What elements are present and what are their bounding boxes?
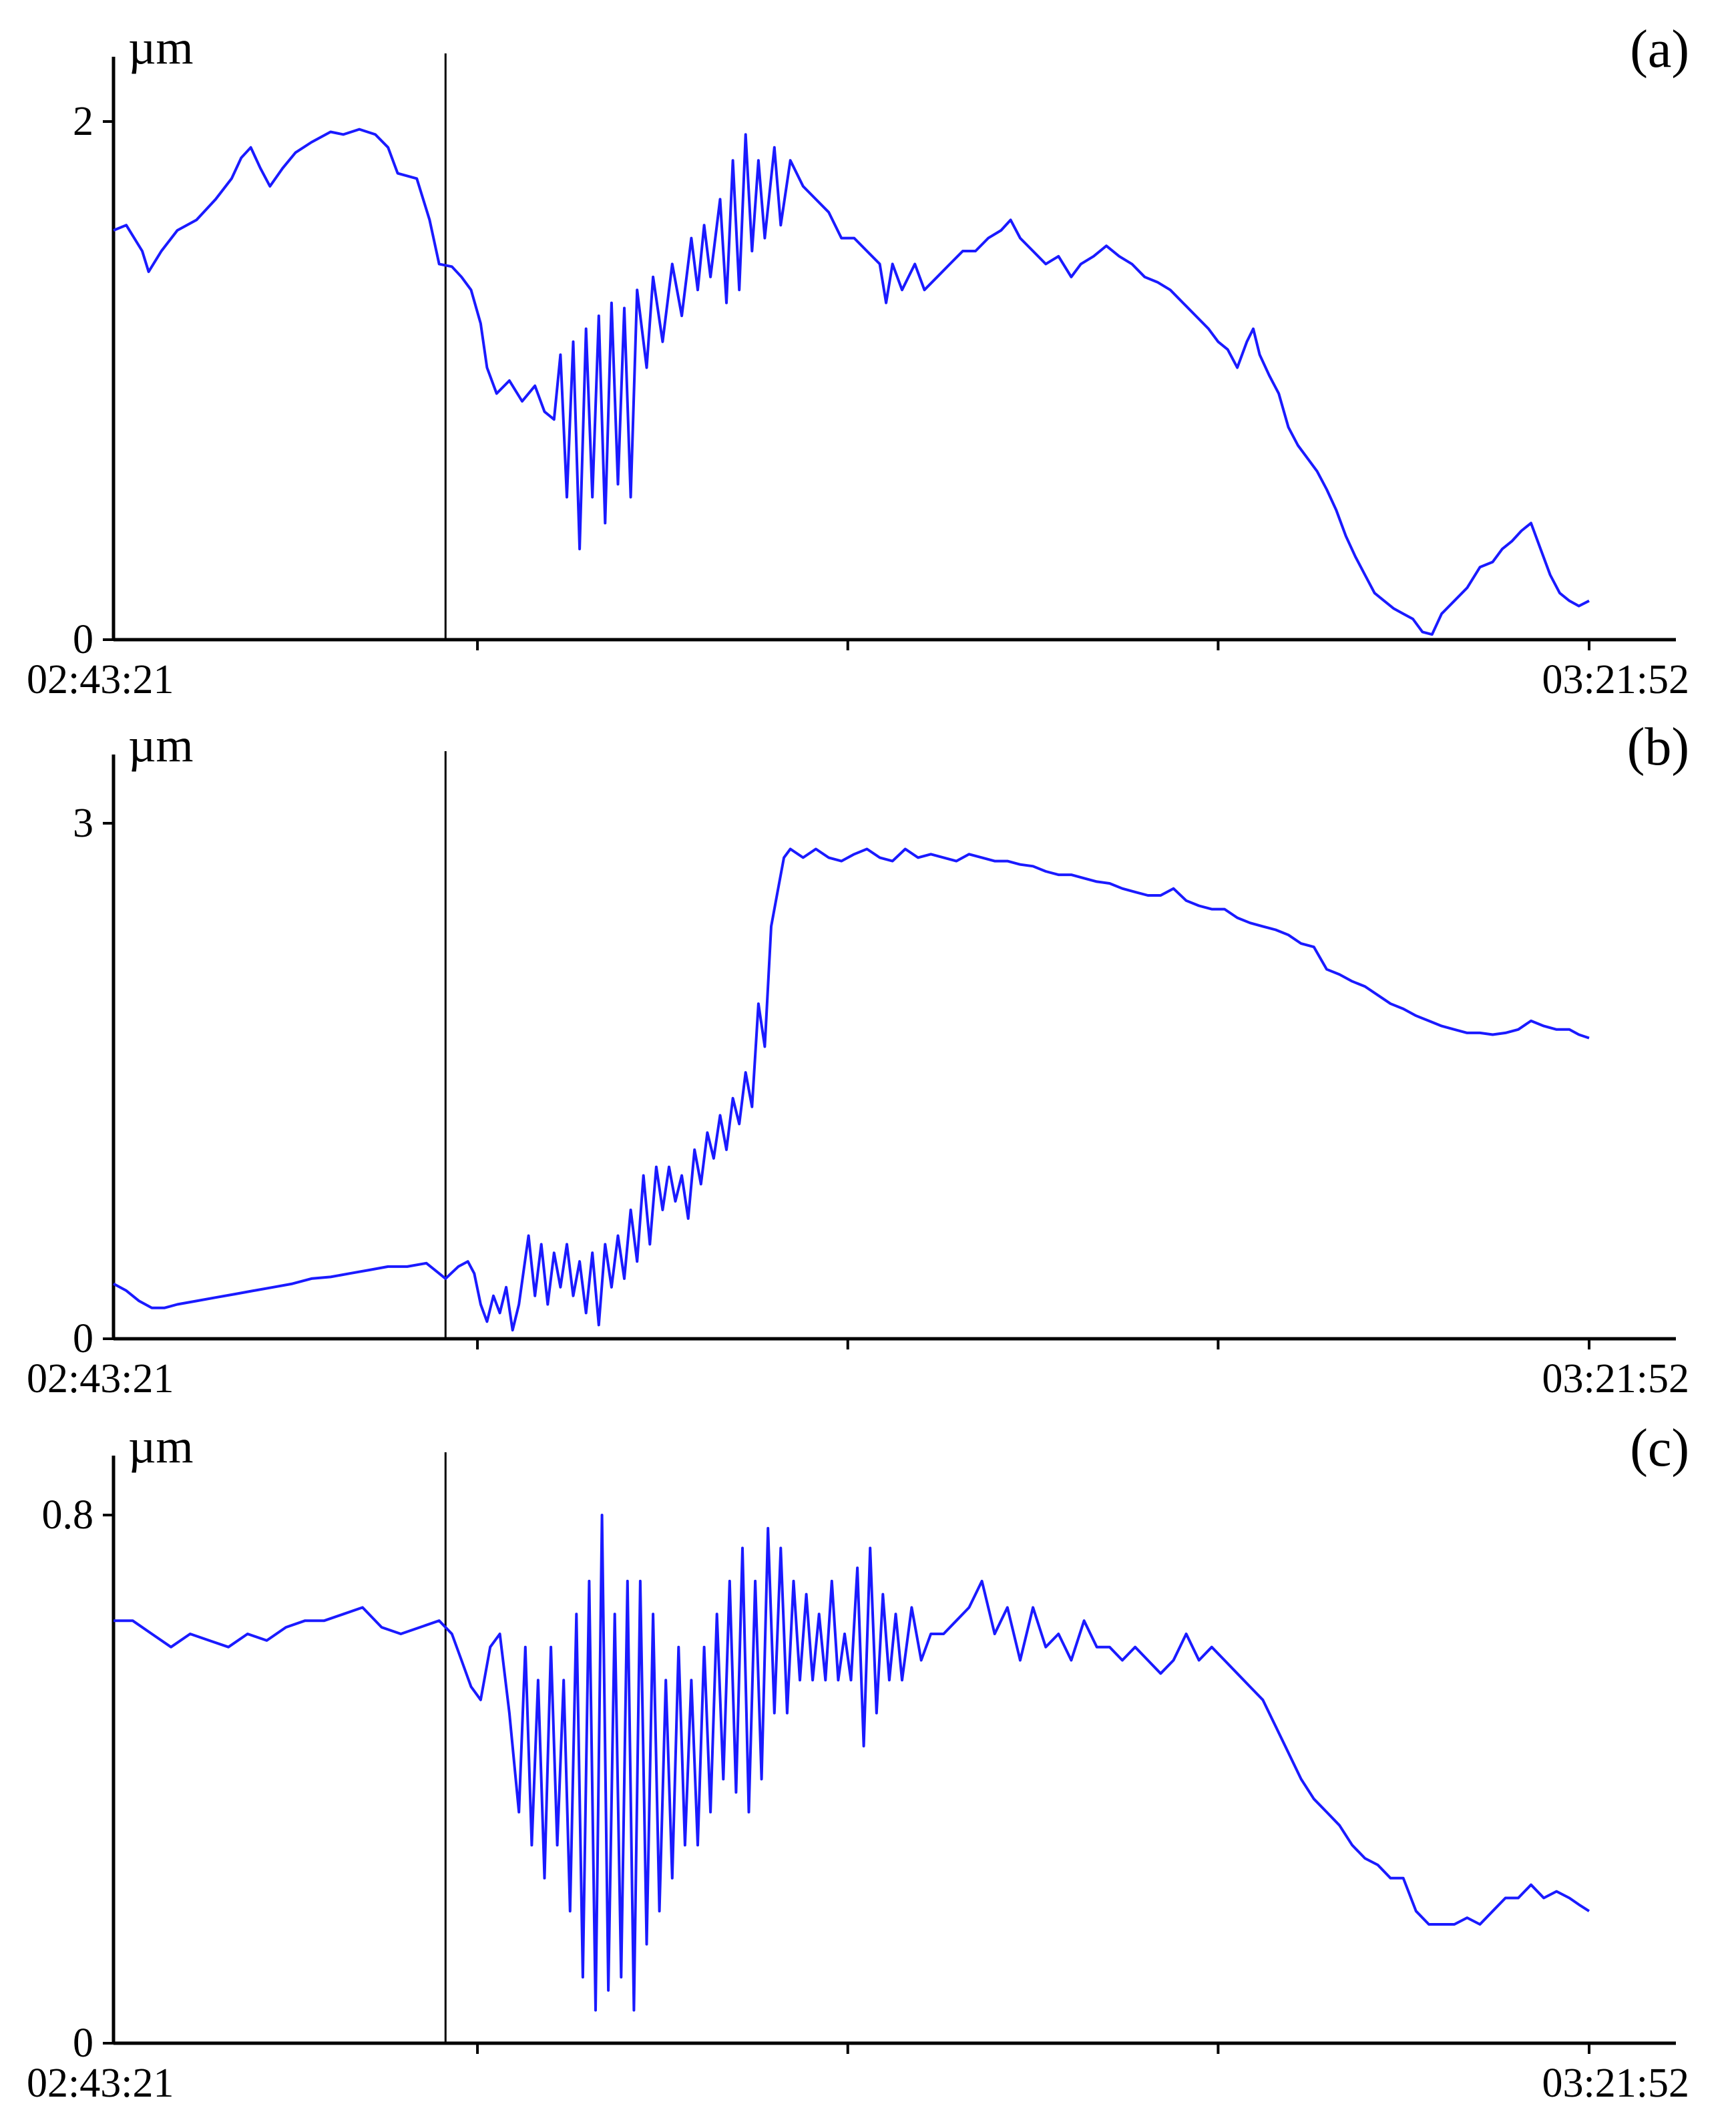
unit-label-a: µm [128,21,194,74]
panel-b: 0 3 02:43:21 03:21:52 µm (b) [27,718,1689,1402]
y-tick-label-a: 0 [73,617,93,662]
unit-label-b: µm [128,718,194,772]
series-line-b [113,847,1590,1332]
panel-label-c: (c) [1630,1419,1689,1478]
x-start-label-b: 02:43:21 [27,1356,174,1402]
series-line-a [113,128,1590,636]
y-tick-label-c: 0 [73,2021,93,2066]
x-start-label-c: 02:43:21 [27,2061,174,2106]
panel-label-b: (b) [1627,718,1689,777]
x-end-label-c: 03:21:52 [1542,2061,1689,2106]
series-line-c [114,1514,1590,2012]
y-tick-label-b: 3 [73,801,93,846]
x-start-label-a: 02:43:21 [27,657,174,702]
panel-a: 0 2 02:43:21 03:21:52 µm (a) [27,20,1689,702]
y-tick-label-a: 2 [73,99,93,144]
y-tick-label-b: 0 [73,1316,93,1361]
x-end-label-b: 03:21:52 [1542,1356,1689,1402]
panel-label-a: (a) [1630,20,1689,79]
y-tick-label-c: 0.8 [42,1492,94,1538]
x-end-label-a: 03:21:52 [1542,657,1689,702]
unit-label-c: µm [128,1420,194,1473]
panel-c: 0 0.8 02:43:21 03:21:52 µm (c) [27,1419,1689,2106]
